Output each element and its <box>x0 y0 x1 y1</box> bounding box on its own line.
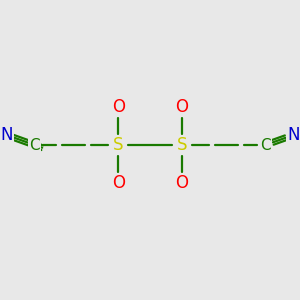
Text: O: O <box>112 98 125 116</box>
Text: O: O <box>112 174 125 192</box>
Text: C: C <box>29 137 40 152</box>
Text: S: S <box>177 136 187 154</box>
Text: O: O <box>175 98 188 116</box>
Text: C: C <box>260 137 271 152</box>
Text: N: N <box>287 126 299 144</box>
Text: N: N <box>1 126 13 144</box>
Text: O: O <box>175 174 188 192</box>
Text: S: S <box>113 136 123 154</box>
